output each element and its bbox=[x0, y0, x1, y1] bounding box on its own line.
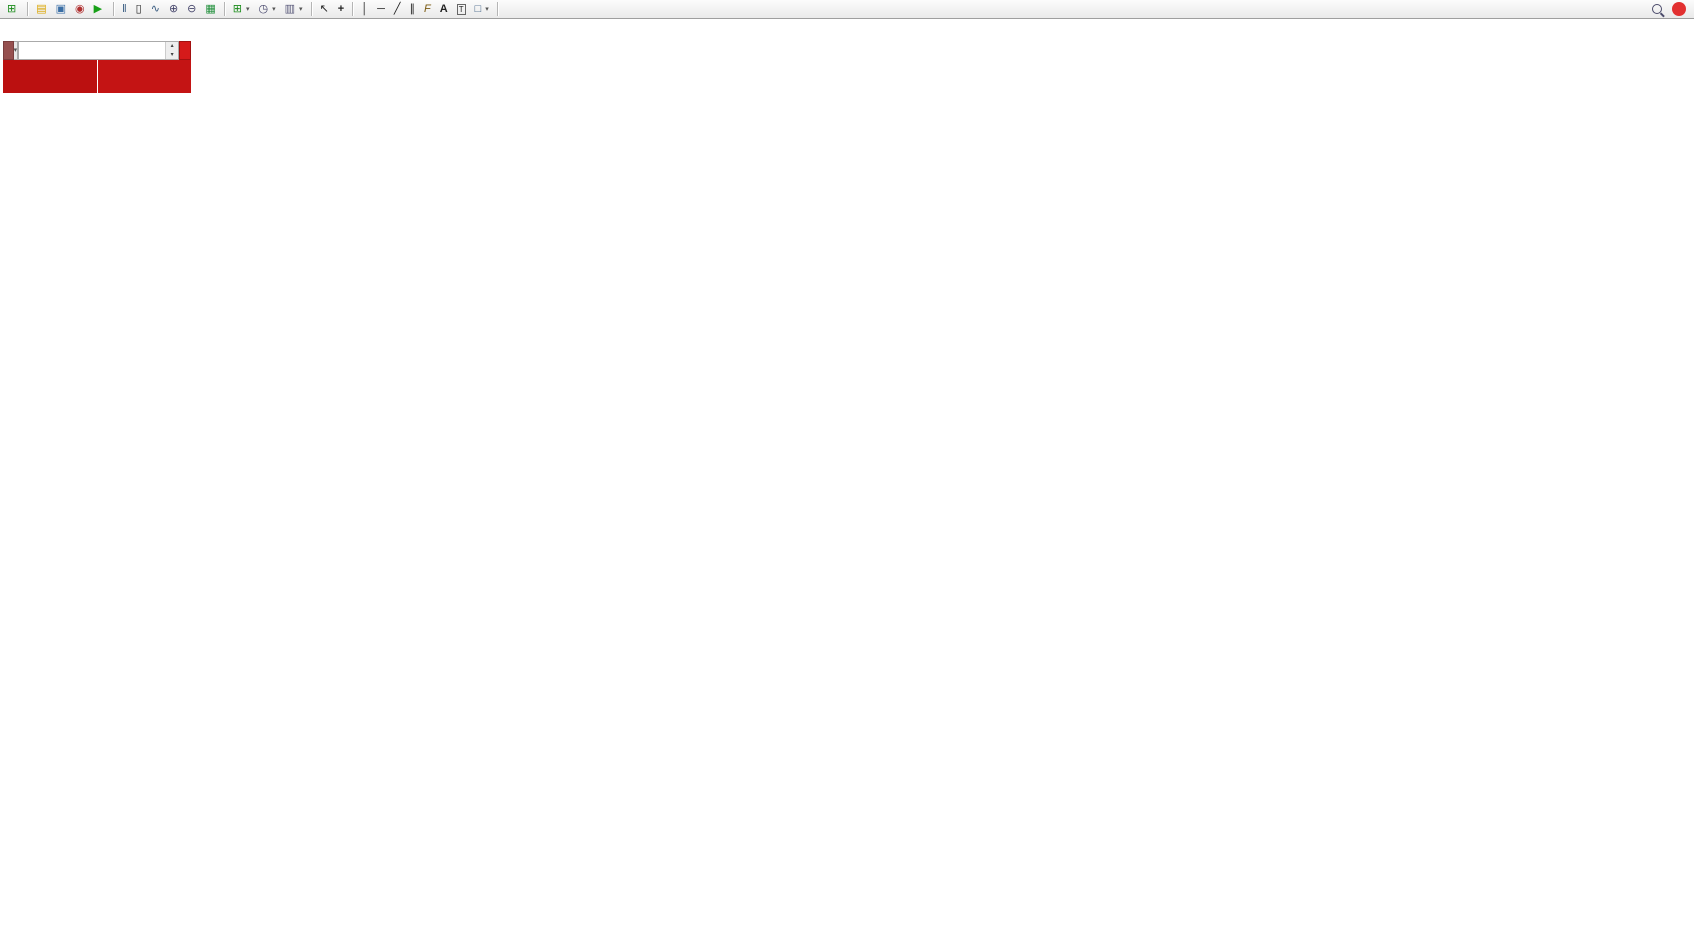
search-button[interactable] bbox=[1648, 1, 1666, 18]
chevron-down-icon: ▾ bbox=[485, 6, 489, 13]
arrow-tool-icon: □ bbox=[474, 2, 482, 15]
candlestick-chart-icon: ▯ bbox=[135, 2, 142, 15]
text-icon: A bbox=[439, 2, 448, 15]
chevron-down-icon: ▾ bbox=[299, 6, 303, 13]
horizontal-line-icon: ─ bbox=[377, 2, 385, 15]
toolbar-separator bbox=[27, 2, 29, 16]
zoom-in-button[interactable]: ⊕ bbox=[165, 1, 182, 18]
new-chart-button[interactable]: ⊞ ▾ bbox=[229, 1, 254, 18]
volume-field: ▴ ▾ bbox=[18, 41, 180, 60]
new-order-icon: ⊞ bbox=[7, 2, 17, 15]
trade-panel-prices bbox=[3, 60, 191, 93]
buy-price-display[interactable] bbox=[97, 60, 191, 93]
channel-icon: ∥ bbox=[409, 2, 416, 15]
vertical-line-button[interactable]: │ bbox=[357, 1, 372, 18]
volume-spinner: ▴ ▾ bbox=[165, 42, 179, 59]
tile-windows-button[interactable]: ▦ bbox=[201, 1, 219, 18]
text-label-icon: T bbox=[456, 3, 466, 15]
buy-button[interactable] bbox=[179, 41, 191, 60]
crosshair-button[interactable]: + bbox=[334, 1, 348, 18]
toolbar-separator bbox=[113, 2, 115, 16]
navigator-button[interactable]: ▣ bbox=[52, 1, 70, 18]
chevron-down-icon: ▾ bbox=[272, 6, 276, 13]
new-order-button[interactable]: ⊞ bbox=[3, 1, 23, 18]
tile-windows-icon: ▦ bbox=[205, 2, 216, 15]
market-watch-button[interactable]: ▤ bbox=[32, 1, 50, 18]
trendline-icon: ╱ bbox=[393, 2, 401, 15]
new-chart-icon: ⊞ bbox=[232, 2, 242, 15]
search-icon bbox=[1652, 4, 1662, 14]
chevron-down-icon: ▾ bbox=[246, 6, 250, 13]
volume-dropdown[interactable]: ▾ bbox=[13, 41, 19, 60]
trade-panel-controls: ▾ ▴ ▾ bbox=[3, 41, 191, 60]
cursor-icon: ↖ bbox=[319, 2, 329, 15]
zoom-out-icon: ⊖ bbox=[187, 2, 197, 15]
vertical-line-icon: │ bbox=[361, 2, 369, 15]
text-button[interactable]: A bbox=[436, 1, 452, 18]
crosshair-icon: + bbox=[337, 2, 345, 15]
navigator-icon: ▣ bbox=[55, 2, 67, 15]
sell-button[interactable] bbox=[3, 41, 14, 60]
volume-down-button[interactable]: ▾ bbox=[166, 50, 179, 59]
terminal-icon: ◉ bbox=[75, 2, 85, 15]
terminal-button[interactable]: ◉ bbox=[71, 1, 89, 18]
toolbar-separator bbox=[352, 2, 354, 16]
one-click-trading-panel: ▾ ▴ ▾ bbox=[3, 41, 191, 93]
trendline-button[interactable]: ╱ bbox=[390, 1, 405, 18]
arrows-tool-button[interactable]: □ ▾ bbox=[471, 1, 493, 18]
fibonacci-button[interactable]: F bbox=[420, 1, 435, 18]
bar-chart-button[interactable]: ‖ bbox=[118, 1, 131, 18]
market-watch-icon: ▤ bbox=[36, 2, 47, 15]
toolbar-separator bbox=[223, 2, 225, 16]
profiles-button[interactable]: ◷ ▾ bbox=[255, 1, 280, 18]
volume-input[interactable] bbox=[19, 42, 166, 59]
notification-badge[interactable] bbox=[1672, 2, 1686, 16]
play-icon: ▶ bbox=[93, 2, 103, 15]
auto-trading-button[interactable]: ▶ bbox=[90, 1, 109, 18]
zoom-out-button[interactable]: ⊖ bbox=[183, 1, 200, 18]
main-toolbar: ⊞ ▤ ▣ ◉ ▶ ‖ ▯ ∿ ⊕ ⊖ ▦ ⊞ ▾ ◷ ▾ ▥ ▾ ↖ + │ ─ ╱… bbox=[0, 0, 1694, 19]
channel-button[interactable]: ∥ bbox=[406, 1, 420, 18]
horizontal-line-button[interactable]: ─ bbox=[373, 1, 389, 18]
toolbar-separator bbox=[310, 2, 312, 16]
text-label-button[interactable]: T bbox=[453, 1, 470, 18]
templates-button[interactable]: ▥ ▾ bbox=[281, 1, 307, 18]
sell-price-display[interactable] bbox=[3, 60, 97, 93]
clock-icon: ◷ bbox=[258, 2, 269, 15]
bar-chart-icon: ‖ bbox=[122, 2, 127, 15]
cursor-button[interactable]: ↖ bbox=[316, 1, 333, 18]
template-grid-icon: ▥ bbox=[284, 2, 296, 15]
line-chart-icon: ∿ bbox=[150, 2, 160, 15]
zoom-in-icon: ⊕ bbox=[168, 2, 179, 15]
line-chart-button[interactable]: ∿ bbox=[147, 1, 164, 18]
candlestick-chart-button[interactable]: ▯ bbox=[132, 1, 146, 18]
fibonacci-icon: F bbox=[424, 2, 431, 15]
toolbar-separator bbox=[496, 2, 498, 16]
volume-up-button[interactable]: ▴ bbox=[166, 42, 179, 51]
